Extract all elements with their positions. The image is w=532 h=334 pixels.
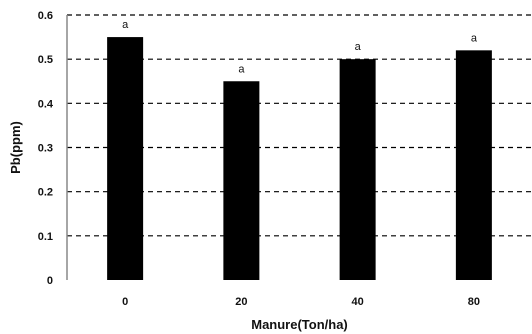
grid-lines [67, 14, 532, 237]
bar-0 [107, 37, 144, 281]
x-tick-label: 20 [235, 296, 247, 308]
y-tick-label: 0.3 [38, 143, 53, 155]
bars [107, 37, 492, 281]
y-tick-label: 0.5 [38, 54, 53, 66]
y-tick-labels: 0 0.1 0.2 0.3 0.4 0.5 0.6 [38, 10, 54, 287]
x-axis-title: Manure(Ton/ha) [251, 317, 348, 332]
significance-letter: a [238, 63, 245, 75]
x-tick-label: 40 [352, 296, 364, 308]
x-tick-label: 0 [122, 296, 128, 308]
significance-letter: a [471, 32, 478, 44]
y-tick-label: 0 [47, 275, 53, 287]
bar-40 [339, 59, 376, 280]
bar-20 [223, 81, 260, 280]
significance-letters: a a a a [122, 19, 478, 75]
significance-letter: a [122, 19, 129, 31]
x-tick-labels: 0 20 40 80 [122, 296, 480, 308]
bar-80 [455, 50, 492, 281]
y-axis-title: Pb(ppm) [8, 121, 23, 174]
y-tick-label: 0.1 [38, 231, 53, 243]
y-tick-label: 0.4 [38, 98, 54, 110]
significance-letter: a [355, 41, 362, 53]
x-tick-label: 80 [468, 296, 480, 308]
y-tick-label: 0.2 [38, 187, 53, 199]
y-tick-label: 0.6 [38, 10, 53, 22]
